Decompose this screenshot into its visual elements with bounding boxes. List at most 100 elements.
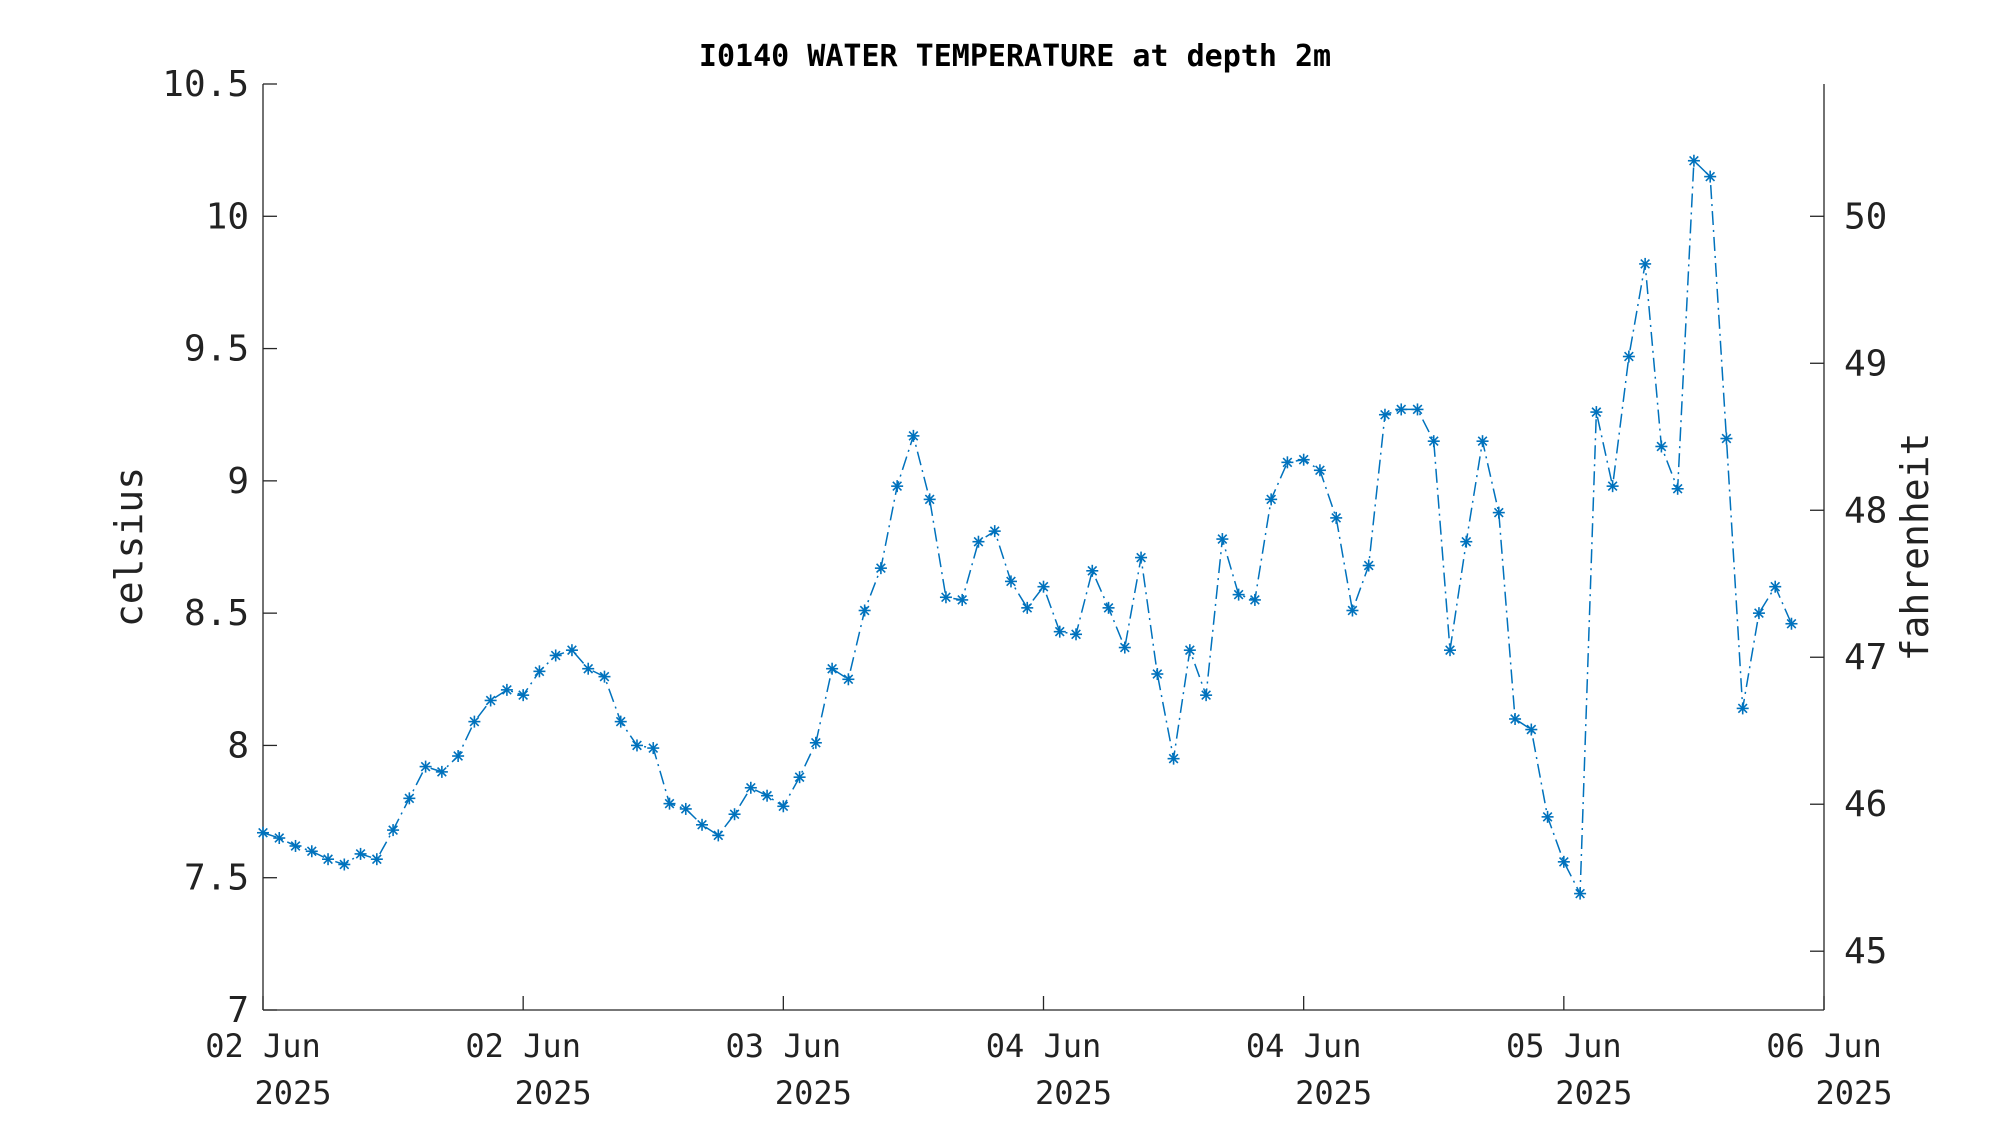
series-line bbox=[262, 159, 1793, 897]
data-point bbox=[419, 760, 432, 773]
y-tick-label: 10 bbox=[206, 196, 249, 237]
x-tick-year-label: 2025 bbox=[1555, 1074, 1632, 1112]
right-y-ticks: 45 46 47 48 49 50 bbox=[1810, 196, 1887, 972]
data-point bbox=[1281, 456, 1294, 469]
data-point bbox=[1265, 493, 1278, 506]
data-point bbox=[777, 800, 790, 813]
data-point bbox=[1118, 641, 1131, 654]
data-point bbox=[1720, 432, 1733, 445]
data-point bbox=[1687, 154, 1700, 167]
data-point bbox=[1769, 580, 1782, 593]
data-point bbox=[1378, 408, 1391, 421]
data-point bbox=[517, 689, 530, 702]
left-y-axis-label: celsius bbox=[107, 467, 151, 627]
y-tick-label: 10.5 bbox=[162, 64, 249, 105]
data-point bbox=[1574, 887, 1587, 900]
data-point bbox=[387, 824, 400, 837]
data-point bbox=[1492, 506, 1505, 519]
x-tick-year-label: 2025 bbox=[1035, 1074, 1112, 1112]
data-point bbox=[744, 781, 757, 794]
data-point bbox=[1704, 170, 1717, 183]
data-point bbox=[1200, 689, 1213, 702]
data-point bbox=[289, 839, 302, 852]
x-tick-day-label: 02 Jun bbox=[205, 1027, 321, 1065]
data-point bbox=[435, 765, 448, 778]
data-point bbox=[1460, 535, 1473, 548]
data-point bbox=[858, 604, 871, 617]
x-tick-day-label: 04 Jun bbox=[1246, 1027, 1362, 1065]
data-point bbox=[500, 683, 513, 696]
data-point bbox=[809, 736, 822, 749]
data-point bbox=[1297, 453, 1310, 466]
data-point bbox=[1509, 712, 1522, 725]
data-point bbox=[305, 845, 318, 858]
data-point bbox=[598, 670, 611, 683]
data-point bbox=[1330, 511, 1343, 524]
data-point bbox=[452, 750, 465, 763]
series-points bbox=[257, 154, 1798, 900]
x-tick-day-label: 06 Jun bbox=[1766, 1027, 1882, 1065]
y2-tick-label: 45 bbox=[1844, 931, 1887, 972]
data-point bbox=[1183, 644, 1196, 657]
data-point bbox=[1655, 440, 1668, 453]
data-point bbox=[696, 818, 709, 831]
x-tick-year-label: 2025 bbox=[1295, 1074, 1372, 1112]
data-point bbox=[549, 649, 562, 662]
x-tick-year-label: 2025 bbox=[254, 1074, 331, 1112]
data-point bbox=[1476, 435, 1489, 448]
data-point bbox=[793, 771, 806, 784]
data-point bbox=[663, 797, 676, 810]
data-point bbox=[907, 429, 920, 442]
data-point bbox=[1232, 588, 1245, 601]
data-point bbox=[647, 742, 660, 755]
data-point bbox=[728, 808, 741, 821]
y-tick-label: 7 bbox=[227, 990, 249, 1031]
data-point bbox=[484, 694, 497, 707]
left-y-ticks: 7 7.5 8 8.5 9 9.5 10 10.5 bbox=[162, 64, 277, 1031]
data-point bbox=[1346, 604, 1359, 617]
data-point bbox=[1590, 406, 1603, 419]
y2-tick-label: 50 bbox=[1844, 196, 1887, 237]
chart-title: I0140 WATER TEMPERATURE at depth 2m bbox=[699, 39, 1331, 74]
data-point bbox=[874, 562, 887, 575]
y-tick-label: 9.5 bbox=[184, 329, 249, 370]
data-point bbox=[614, 715, 627, 728]
data-point bbox=[712, 829, 725, 842]
x-tick-year-label: 2025 bbox=[515, 1074, 592, 1112]
data-point bbox=[1216, 533, 1229, 546]
data-point bbox=[1785, 617, 1798, 630]
data-point bbox=[1639, 257, 1652, 270]
data-point bbox=[1606, 480, 1619, 493]
x-ticks: 02 Jun 2025 02 Jun 2025 03 Jun 2025 04 Jun 2025… bbox=[205, 996, 1893, 1112]
x-tick-year-label: 2025 bbox=[775, 1074, 852, 1112]
y2-tick-label: 49 bbox=[1844, 343, 1887, 384]
data-point bbox=[338, 858, 351, 871]
y2-tick-label: 46 bbox=[1844, 784, 1887, 825]
data-point bbox=[1102, 601, 1115, 614]
x-tick-day-label: 04 Jun bbox=[986, 1027, 1102, 1065]
data-point bbox=[257, 826, 269, 839]
plot-axes bbox=[262, 84, 1825, 1011]
x-tick-year-label: 2025 bbox=[1815, 1074, 1892, 1112]
data-point bbox=[1557, 855, 1570, 868]
data-point bbox=[891, 480, 904, 493]
data-point bbox=[354, 847, 367, 860]
data-point bbox=[988, 525, 1001, 538]
data-point bbox=[273, 832, 286, 845]
data-point bbox=[582, 662, 595, 675]
data-point bbox=[1525, 723, 1538, 736]
data-point bbox=[630, 739, 643, 752]
data-point bbox=[1395, 403, 1408, 416]
data-point bbox=[1427, 435, 1440, 448]
y2-tick-label: 47 bbox=[1844, 637, 1887, 678]
data-point bbox=[1135, 551, 1148, 564]
data-point bbox=[923, 493, 936, 506]
data-point bbox=[370, 853, 383, 866]
y-tick-label: 8.5 bbox=[184, 593, 249, 634]
data-point bbox=[533, 665, 546, 678]
data-point bbox=[1086, 564, 1099, 577]
data-point bbox=[1037, 580, 1050, 593]
data-point bbox=[939, 591, 952, 604]
data-point bbox=[1004, 575, 1017, 588]
